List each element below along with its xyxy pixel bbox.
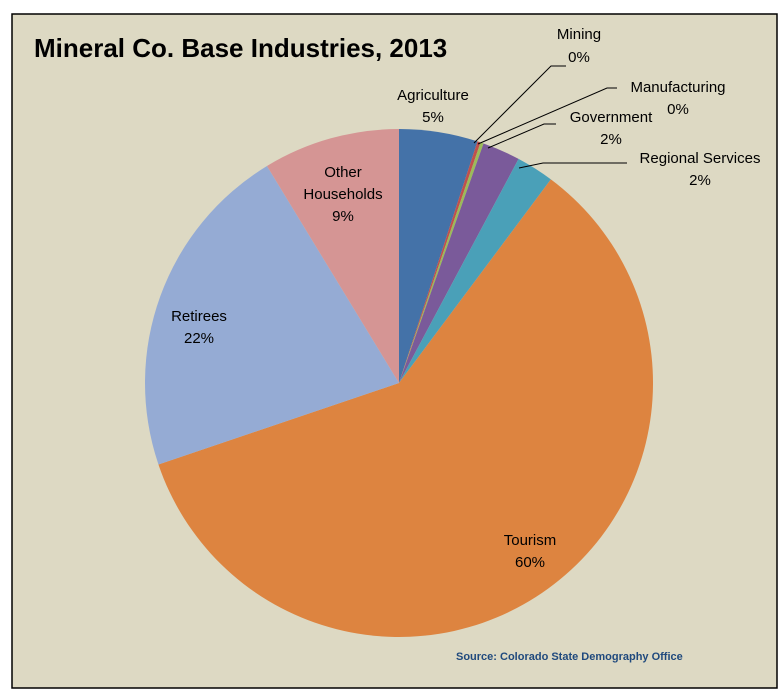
slice-value-regional-services: 2% — [689, 172, 711, 189]
slice-label-tourism: Tourism — [504, 532, 557, 549]
pie-slice-regional-services — [399, 158, 551, 383]
leader-lines — [473, 65, 627, 169]
pie-slice-agriculture — [399, 129, 478, 383]
slice-label-mining: Mining — [557, 26, 601, 43]
leader-line-mining — [473, 65, 566, 144]
pie-slice-other-households — [266, 129, 399, 383]
slice-label-manufacturing: Manufacturing — [630, 79, 725, 96]
slice-label-retirees: Retirees — [171, 308, 227, 325]
slice-value-manufacturing: 0% — [667, 101, 689, 118]
leader-line-manufacturing — [477, 87, 617, 145]
slice-label-agriculture: Agriculture — [397, 87, 469, 104]
chart-title: Mineral Co. Base Industries, 2013 — [34, 33, 447, 63]
slice-value-agriculture: 5% — [422, 109, 444, 126]
slice-value-mining: 0% — [568, 49, 590, 66]
pie-slice-tourism — [158, 179, 654, 637]
slice-value-other-households: 9% — [332, 208, 354, 225]
pie-slices — [145, 129, 654, 637]
pie-slice-government — [399, 143, 519, 383]
slice-label-regional-services: Regional Services — [640, 150, 761, 167]
source-note: Source: Colorado State Demography Office — [456, 651, 683, 663]
slice-label-government: Government — [570, 109, 653, 126]
slice-value-tourism: 60% — [515, 554, 545, 571]
slice-label-other-households-line1: Other — [324, 164, 362, 181]
leader-line-regional-services — [518, 162, 627, 169]
slice-value-government: 2% — [600, 131, 622, 148]
pie-slice-manufacturing — [399, 142, 484, 383]
slice-label-other-households-line2: Households — [303, 186, 382, 203]
pie-slice-retirees — [145, 166, 399, 465]
slice-value-retirees: 22% — [184, 330, 214, 347]
slice-labels: Agriculture 5% Mining 0% Manufacturing 0% Gove… — [171, 26, 760, 571]
leader-line-government — [487, 123, 556, 149]
pie-slice-mining — [399, 141, 481, 383]
